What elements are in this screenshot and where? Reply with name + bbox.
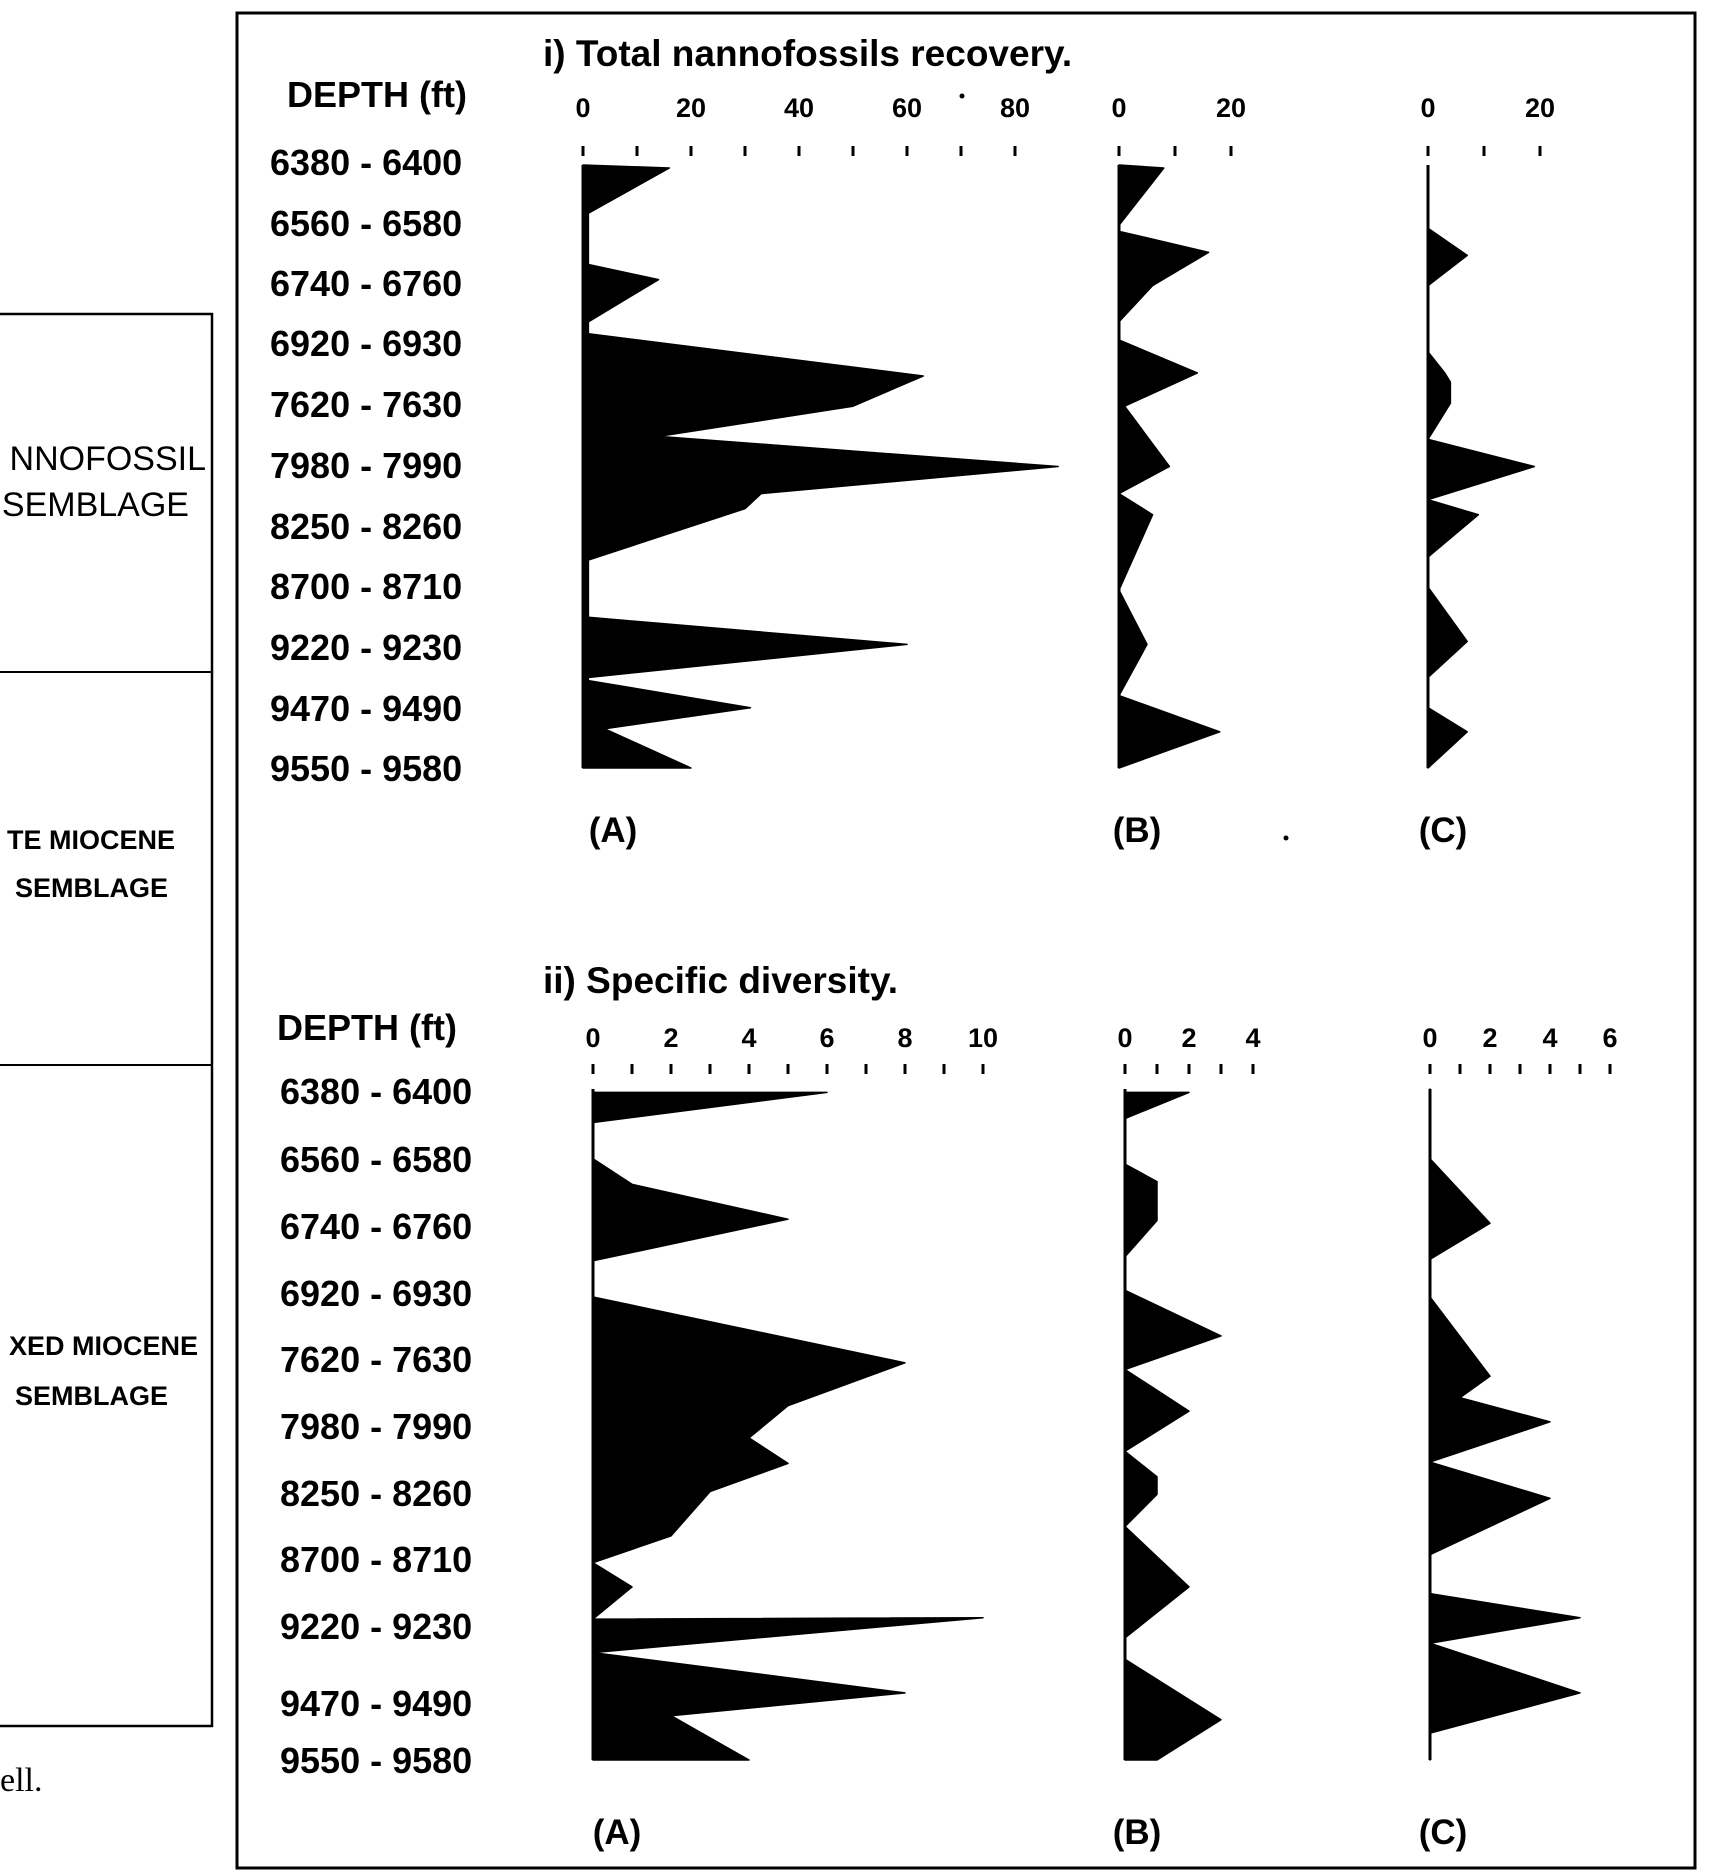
profile-area bbox=[592, 1091, 984, 1761]
chart2-panel-b: 0 2 4 (B) bbox=[1113, 1023, 1261, 1852]
depth-label: 9470 - 9490 bbox=[270, 688, 462, 729]
scan-dot bbox=[1283, 835, 1289, 841]
depth-label: 6920 - 6930 bbox=[280, 1273, 472, 1314]
tick-label: 0 bbox=[1117, 1023, 1132, 1053]
tick-label: 0 bbox=[1422, 1023, 1437, 1053]
depth-label: 9220 - 9230 bbox=[280, 1606, 472, 1647]
tick-label: 20 bbox=[1216, 93, 1246, 123]
profile-area bbox=[1427, 227, 1536, 769]
tick-label: 0 bbox=[585, 1023, 600, 1053]
depth-label: 9220 - 9230 bbox=[270, 627, 462, 668]
tick-label: 0 bbox=[575, 93, 590, 123]
depth-label: 9550 - 9580 bbox=[270, 748, 462, 789]
chart-panels: 0 20 40 60 80(A)0 20(B)0 20(C)0 2 4 6 8 10(A)0 2 4(B)… bbox=[575, 93, 1617, 1852]
scan-dot bbox=[959, 93, 965, 99]
depth-label: 8700 - 8710 bbox=[270, 566, 462, 607]
side-row1-line2: SEMBLAGE bbox=[2, 486, 189, 524]
chart1-title: i) Total nannofossils recovery. bbox=[543, 33, 1072, 74]
side-panel-frame bbox=[0, 312, 214, 1728]
depth-label: 8250 - 8260 bbox=[280, 1473, 472, 1514]
tick-label: 6 bbox=[819, 1023, 834, 1053]
tick-label: 0 bbox=[1111, 93, 1126, 123]
tick-label: 10 bbox=[968, 1023, 998, 1053]
chart2-depth-labels: 6380 - 6400 6560 - 6580 6740 - 6760 6920 - … bbox=[280, 1071, 472, 1781]
depth-label: 6560 - 6580 bbox=[270, 203, 462, 244]
panel-label: (B) bbox=[1113, 811, 1162, 850]
tick-label: 2 bbox=[1181, 1023, 1196, 1053]
chart1-depth-labels: 6380 - 6400 6560 - 6580 6740 - 6760 6920 - … bbox=[270, 142, 462, 789]
tick-label: 20 bbox=[676, 93, 706, 123]
chart2-panel-a: 0 2 4 6 8 10 (A) bbox=[585, 1023, 998, 1852]
depth-label: 7620 - 7630 bbox=[280, 1339, 472, 1380]
panel-label: (C) bbox=[1419, 811, 1468, 850]
chart1-panel-c: 0 20 (C) bbox=[1419, 93, 1555, 850]
depth-label: 6380 - 6400 bbox=[270, 142, 462, 183]
side-row3-line2: SEMBLAGE bbox=[15, 1381, 168, 1411]
panel-label: (B) bbox=[1113, 1813, 1162, 1852]
depth-label: 6920 - 6930 bbox=[270, 323, 462, 364]
tick-label: 20 bbox=[1525, 93, 1555, 123]
tick-label: 60 bbox=[892, 93, 922, 123]
tick-label: 6 bbox=[1602, 1023, 1617, 1053]
caption-fragment: ell. bbox=[0, 1762, 42, 1799]
depth-label: 6560 - 6580 bbox=[280, 1139, 472, 1180]
chart1-panel-a: 0 20 40 60 80 (A) bbox=[575, 93, 1059, 850]
panel-label: (C) bbox=[1419, 1813, 1468, 1852]
profile-area bbox=[1429, 1088, 1581, 1761]
tick-label: 2 bbox=[663, 1023, 678, 1053]
depth-label: 9470 - 9490 bbox=[280, 1683, 472, 1724]
tick-label: 4 bbox=[1245, 1023, 1260, 1053]
profile-area bbox=[1118, 164, 1221, 769]
side-panel: NNOFOSSIL SEMBLAGE TE MIOCENE SEMBLAGE X… bbox=[0, 312, 214, 1799]
chart2-depth-label: DEPTH (ft) bbox=[277, 1007, 457, 1048]
tick-label: 80 bbox=[1000, 93, 1030, 123]
chart2-title: ii) Specific diversity. bbox=[543, 960, 898, 1001]
side-row1-line1: NNOFOSSIL bbox=[10, 440, 206, 478]
depth-label: 8700 - 8710 bbox=[280, 1539, 472, 1580]
chart1-depth-label: DEPTH (ft) bbox=[287, 74, 467, 115]
depth-label: 6380 - 6400 bbox=[280, 1071, 472, 1112]
tick-label: 4 bbox=[741, 1023, 756, 1053]
depth-label: 8250 - 8260 bbox=[270, 506, 462, 547]
tick-label: 2 bbox=[1482, 1023, 1497, 1053]
panel-label: (A) bbox=[593, 1813, 642, 1852]
chart-frame bbox=[235, 11, 1697, 1870]
profile-area bbox=[1124, 1091, 1222, 1761]
side-row2-line1: TE MIOCENE bbox=[7, 825, 175, 855]
depth-label: 9550 - 9580 bbox=[280, 1740, 472, 1781]
depth-label: 6740 - 6760 bbox=[270, 263, 462, 304]
tick-label: 0 bbox=[1420, 93, 1435, 123]
depth-label: 7980 - 7990 bbox=[270, 445, 462, 486]
side-row3-line1: XED MIOCENE bbox=[9, 1331, 198, 1361]
tick-label: 8 bbox=[897, 1023, 912, 1053]
side-row2-line2: SEMBLAGE bbox=[15, 873, 168, 903]
tick-label: 40 bbox=[784, 93, 814, 123]
depth-label: 7620 - 7630 bbox=[270, 384, 462, 425]
profile-area bbox=[582, 164, 1059, 769]
depth-label: 6740 - 6760 bbox=[280, 1206, 472, 1247]
depth-label: 7980 - 7990 bbox=[280, 1406, 472, 1447]
tick-label: 4 bbox=[1542, 1023, 1557, 1053]
chart2-panel-c: 0 2 4 6 (C) bbox=[1419, 1023, 1618, 1852]
panel-label: (A) bbox=[589, 811, 638, 850]
chart1-panel-b: 0 20 (B) bbox=[1111, 93, 1246, 850]
